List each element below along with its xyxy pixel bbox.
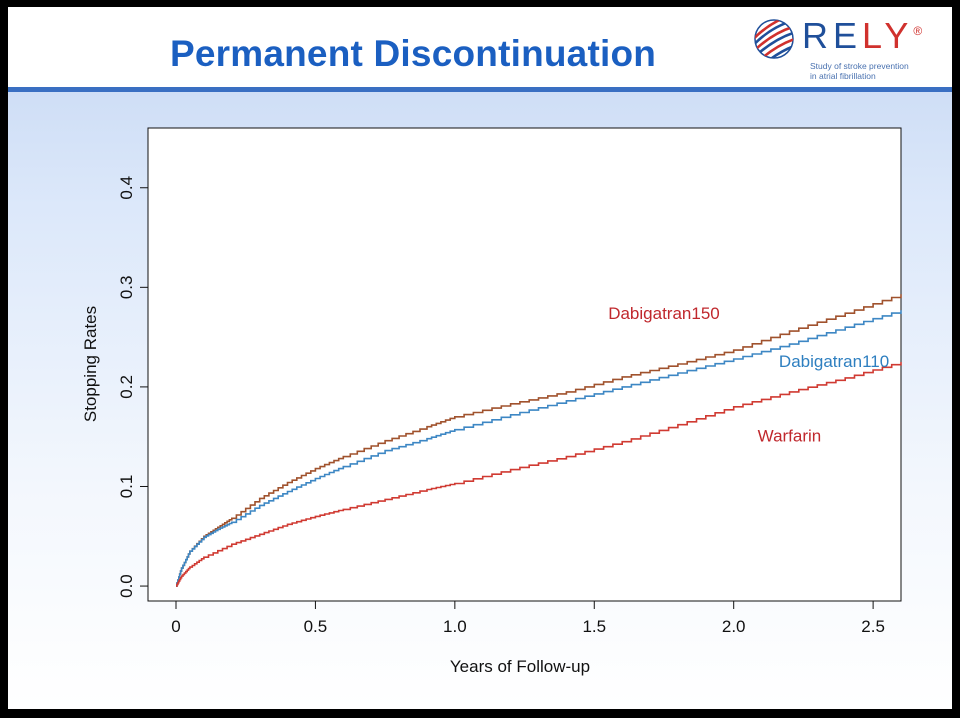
x-tick-label: 1.5 (582, 617, 606, 636)
logo-tagline: Study of stroke prevention in atrial fib… (810, 61, 909, 81)
logo-tagline-line-1: Study of stroke prevention (810, 61, 909, 71)
series-label-dabigatran150: Dabigatran150 (608, 304, 720, 323)
y-tick-label: 0.2 (117, 375, 136, 399)
logo-registered: ® (913, 24, 923, 38)
y-axis-label: Stopping Rates (81, 306, 100, 422)
x-axis-label: Years of Follow-up (450, 657, 590, 676)
y-tick-label: 0.3 (117, 276, 136, 300)
logo-word-blue: RE (802, 15, 863, 56)
logo-tagline-line-2: in atrial fibrillation (810, 71, 876, 81)
series-label-dabigatran110: Dabigatran110 (779, 352, 889, 371)
series-labels: Dabigatran150 Dabigatran110 Warfarin (608, 304, 889, 445)
plot-frame (147, 127, 902, 602)
slide: Permanent Discontinuation RELY® Study of… (8, 7, 952, 709)
x-tick-label: 2.0 (722, 617, 746, 636)
x-tick-label: 1.0 (443, 617, 467, 636)
y-tick-label: 0.4 (117, 176, 136, 200)
y-axis: 0.0 0.1 0.2 0.3 0.4 (117, 176, 148, 598)
x-tick-label: 2.5 (861, 617, 885, 636)
series-label-warfarin: Warfarin (758, 427, 822, 446)
x-axis: 0 0.5 1.0 1.5 2.0 2.5 (171, 601, 885, 636)
header-rule (8, 87, 952, 92)
series-line-dabigatran110 (176, 310, 902, 587)
logo-wordmark: RELY® (802, 15, 922, 57)
rely-logo: RELY® Study of stroke prevention in atri… (746, 13, 946, 85)
series-line-dabigatran150 (176, 294, 902, 587)
x-tick-label: 0 (171, 617, 180, 636)
stopping-rates-chart: 0 0.5 1.0 1.5 2.0 2.5 0.0 0.1 0.2 0.3 0.4 Years o… (81, 127, 902, 676)
series-line-warfarin (176, 362, 902, 587)
logo-word-red: LY (862, 15, 914, 56)
series-lines (176, 294, 902, 587)
y-tick-label: 0.1 (117, 475, 136, 499)
globe-swirl-icon (754, 19, 794, 59)
y-tick-label: 0.0 (117, 574, 136, 598)
slide-title: Permanent Discontinuation (170, 33, 657, 74)
x-tick-label: 0.5 (304, 617, 328, 636)
slide-header: Permanent Discontinuation RELY® Study of… (8, 7, 952, 87)
